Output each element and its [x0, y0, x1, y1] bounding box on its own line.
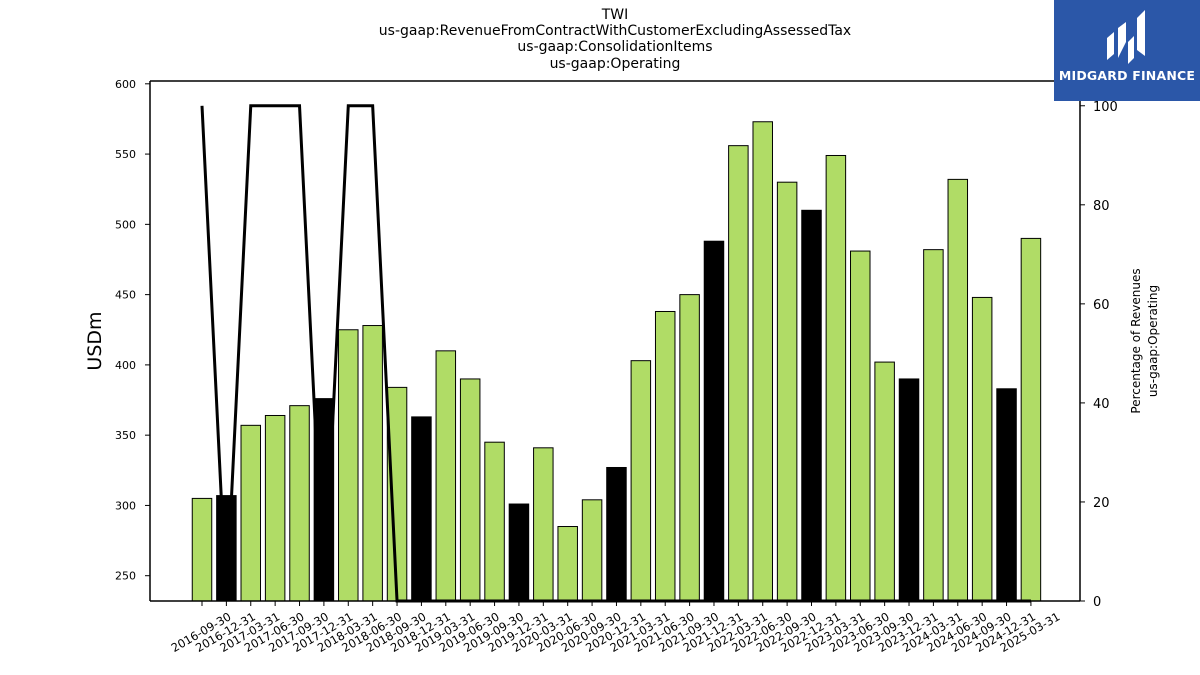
bar-2017-09-30 — [289, 405, 310, 602]
y-tick-label-550: 550 — [115, 148, 136, 161]
bar-2020-03-31 — [533, 447, 554, 602]
bar-2018-03-31 — [338, 329, 359, 602]
chart-subtitle-axis: us-gaap:ConsolidationItems — [517, 39, 713, 55]
y-tick-label-600: 600 — [115, 78, 136, 91]
bar-2016-09-30 — [191, 497, 213, 602]
bar-2017-03-31 — [240, 424, 262, 602]
bar-2019-12-31 — [508, 503, 530, 602]
y2-axis-label: Percentage of Revenues — [1129, 268, 1143, 413]
chart-title: TWI — [601, 7, 629, 23]
bar-2023-12-31 — [898, 378, 920, 602]
bar-2022-09-30 — [776, 181, 798, 602]
bar-2022-03-31 — [728, 145, 749, 602]
bar-2019-03-31 — [435, 350, 457, 602]
y2-tick-label-60: 60 — [1093, 298, 1110, 313]
bar-2025-03-31 — [1020, 237, 1042, 602]
bar-2022-06-30 — [752, 121, 773, 602]
midgard-finance-logo: MIDGARD FINANCE — [1054, 0, 1200, 101]
bar-2018-12-31 — [411, 416, 432, 602]
chart-subtitle-member: us-gaap:Operating — [549, 56, 681, 72]
bar-2023-09-30 — [874, 361, 895, 602]
logo-mark-icon — [1107, 10, 1145, 64]
bar-2024-06-30 — [947, 178, 969, 602]
y2-tick-label-40: 40 — [1093, 397, 1110, 412]
bar-2020-09-30 — [581, 499, 603, 602]
bar-2018-09-30 — [386, 386, 408, 602]
y2-tick-label-100: 100 — [1093, 100, 1118, 115]
bar-2020-12-31 — [606, 466, 627, 602]
y-tick-label-450: 450 — [115, 289, 136, 302]
bar-2017-06-30 — [264, 414, 286, 602]
bar-2020-06-30 — [557, 526, 578, 602]
bar-2021-03-31 — [630, 360, 652, 602]
y-tick-label-400: 400 — [115, 359, 136, 372]
bar-2021-06-30 — [654, 310, 676, 602]
chart-subtitle-concept: us-gaap:RevenueFromContractWithCustomerE… — [378, 23, 852, 39]
bar-2022-12-31 — [801, 209, 822, 602]
bar-2023-03-31 — [825, 154, 847, 602]
bar-2024-03-31 — [923, 249, 944, 602]
bar-2024-12-31 — [996, 388, 1017, 602]
bar-2018-06-30 — [362, 325, 383, 602]
bar-2019-09-30 — [484, 441, 505, 602]
bar-2024-09-30 — [971, 296, 993, 602]
y2-tick-label-0: 0 — [1093, 595, 1101, 610]
y2-tick-label-20: 20 — [1093, 496, 1110, 511]
bar-2021-12-31 — [703, 240, 725, 602]
bar-2021-09-30 — [679, 294, 700, 602]
bar-2023-06-30 — [850, 250, 871, 602]
y2-tick-label-80: 80 — [1093, 199, 1110, 214]
y-tick-label-350: 350 — [115, 429, 136, 442]
y-tick-label-500: 500 — [115, 218, 136, 231]
y-axis-label: USDm — [84, 311, 106, 370]
y-tick-label-300: 300 — [115, 499, 136, 512]
bar-2019-06-30 — [459, 378, 481, 602]
y2-axis-sublabel: us-gaap:Operating — [1146, 285, 1160, 397]
logo-text: MIDGARD FINANCE — [1058, 68, 1196, 83]
y-tick-label-250: 250 — [115, 570, 136, 583]
